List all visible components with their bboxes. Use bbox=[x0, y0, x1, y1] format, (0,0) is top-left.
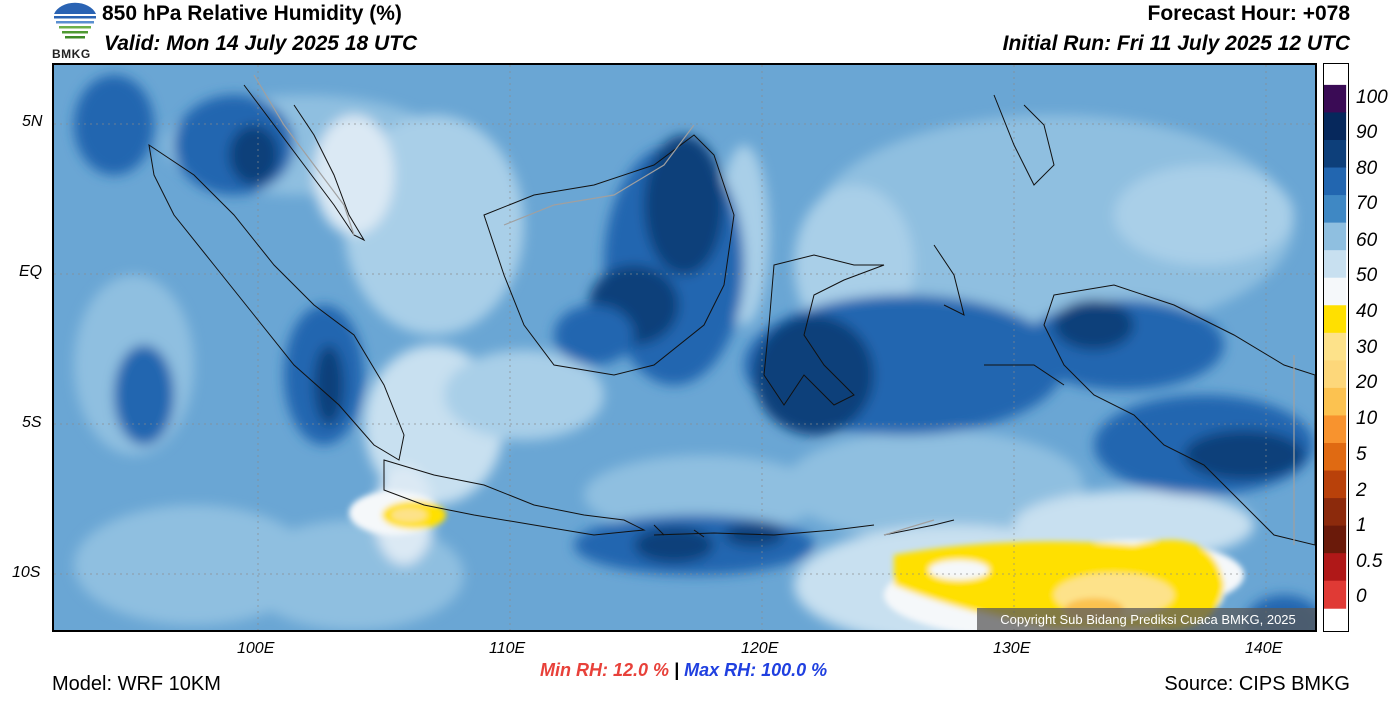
colorbar-label-70: 70 bbox=[1356, 193, 1378, 214]
colorbar-segment bbox=[1324, 580, 1347, 609]
colorbar-label-10: 10 bbox=[1356, 408, 1378, 429]
colorbar-segment bbox=[1324, 305, 1347, 334]
colorbar-label-50: 50 bbox=[1356, 265, 1378, 286]
colorbar-label-60: 60 bbox=[1356, 230, 1378, 251]
colorbar-segment bbox=[1324, 112, 1347, 141]
colorbar-segment bbox=[1324, 195, 1347, 224]
humidity-field bbox=[54, 65, 1315, 630]
max-rh: Max RH: 100.0 % bbox=[684, 660, 828, 680]
lon-label-140e: 140E bbox=[1245, 640, 1283, 657]
colorbar-segment bbox=[1324, 84, 1347, 113]
model-info: Model: WRF 10KM bbox=[52, 673, 221, 695]
colorbar-label-20: 20 bbox=[1356, 372, 1378, 393]
valid-time: Valid: Mon 14 July 2025 18 UTC bbox=[104, 32, 418, 55]
colorbar-segment bbox=[1324, 360, 1347, 389]
colorbar-segment bbox=[1324, 222, 1347, 251]
min-rh: Min RH: 12.0 % bbox=[540, 660, 670, 680]
lon-label-110e: 110E bbox=[489, 640, 526, 657]
colorbar-label-0: 0 bbox=[1356, 586, 1367, 607]
colorbar-segment bbox=[1324, 277, 1347, 306]
forecast-hour: Forecast Hour: +078 bbox=[1147, 2, 1351, 25]
logo-text: BMKG bbox=[52, 47, 91, 61]
colorbar-segment bbox=[1324, 498, 1347, 527]
colorbar-label-0-5: 0.5 bbox=[1356, 551, 1383, 572]
colorbar-segment bbox=[1324, 167, 1347, 196]
colorbar-segment bbox=[1324, 470, 1347, 499]
copyright-notice: Copyright Sub Bidang Prediksi Cuaca BMKG… bbox=[977, 608, 1315, 630]
colorbar-segment bbox=[1324, 525, 1347, 554]
bmkg-logo-icon bbox=[54, 2, 96, 39]
colorbar-segment bbox=[1324, 387, 1347, 416]
colorbar-segment bbox=[1324, 442, 1347, 471]
stats-separator: | bbox=[674, 660, 680, 680]
rh-stats: Min RH: 12.0 % | Max RH: 100.0 % bbox=[540, 660, 827, 681]
colorbar bbox=[1323, 63, 1349, 632]
colorbar-label-1: 1 bbox=[1356, 515, 1367, 536]
colorbar-label-2: 2 bbox=[1356, 480, 1367, 501]
colorbar-label-100: 100 bbox=[1356, 87, 1388, 108]
source-info: Source: CIPS BMKG bbox=[1164, 673, 1350, 695]
map-title: 850 hPa Relative Humidity (%) bbox=[102, 2, 402, 25]
lat-label-5n: 5N bbox=[22, 113, 43, 130]
humidity-map: Copyright Sub Bidang Prediksi Cuaca BMKG… bbox=[52, 63, 1317, 632]
lon-label-100e: 100E bbox=[237, 640, 275, 657]
colorbar-segment bbox=[1324, 553, 1347, 582]
colorbar-segment bbox=[1324, 139, 1347, 168]
lat-label-5s: 5S bbox=[22, 414, 42, 431]
colorbar-label-5: 5 bbox=[1356, 444, 1367, 465]
lat-label-10s: 10S bbox=[12, 564, 41, 581]
colorbar-segment bbox=[1324, 332, 1347, 361]
colorbar-label-90: 90 bbox=[1356, 122, 1378, 143]
colorbar-label-80: 80 bbox=[1356, 158, 1378, 179]
lon-label-120e: 120E bbox=[741, 640, 779, 657]
lon-label-130e: 130E bbox=[993, 640, 1031, 657]
lat-label-eq: EQ bbox=[19, 263, 43, 280]
colorbar-label-30: 30 bbox=[1356, 337, 1378, 358]
colorbar-label-40: 40 bbox=[1356, 301, 1378, 322]
colorbar-segment bbox=[1324, 415, 1347, 444]
initial-run: Initial Run: Fri 11 July 2025 12 UTC bbox=[1002, 32, 1350, 55]
colorbar-segment bbox=[1324, 250, 1347, 279]
